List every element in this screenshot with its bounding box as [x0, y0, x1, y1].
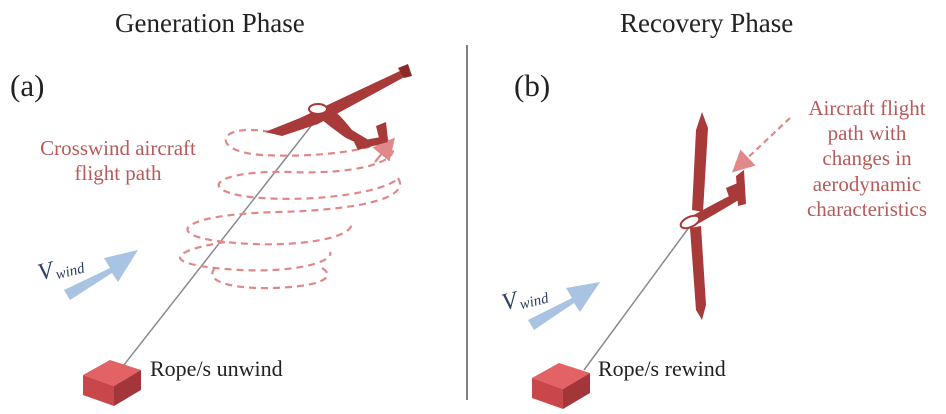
recovery-annotation: Aircraft flight path with changes in aer…: [788, 96, 946, 222]
recovery-annotation-line-2: path with: [827, 121, 907, 146]
wind-arrow-b: [528, 282, 600, 330]
recovery-annotation-line-4: aerodynamic: [812, 171, 922, 196]
aircraft-b: [679, 112, 746, 320]
panel-a-title: Generation Phase: [115, 8, 305, 38]
annotation-arrow-b: [731, 117, 791, 173]
crosswind-annotation-line-2: flight path: [74, 161, 162, 186]
panel-b-title: Recovery Phase: [620, 8, 794, 38]
panel-a-label: (a): [10, 68, 45, 103]
wind-arrow-a: [64, 250, 138, 300]
rope-unwind-label: Rope/s unwind: [150, 356, 283, 381]
panel-b-label: (b): [514, 68, 551, 103]
ground-box-b: [532, 363, 590, 409]
recovery-annotation-line-1: Aircraft flight: [808, 96, 926, 120]
crosswind-flight-path: [179, 128, 402, 290]
crosswind-annotation: Crosswind aircraft flight path: [18, 136, 218, 186]
ground-box-a: [83, 360, 141, 406]
aircraft-a: [265, 64, 412, 150]
flight-direction-arrow: [372, 137, 395, 163]
crosswind-annotation-line-1: Crosswind aircraft: [40, 136, 196, 160]
recovery-annotation-line-5: characteristics: [806, 196, 928, 221]
tether-rope-b: [583, 225, 691, 371]
rope-rewind-label: Rope/s rewind: [598, 356, 726, 381]
recovery-annotation-line-3: changes in: [822, 146, 912, 171]
